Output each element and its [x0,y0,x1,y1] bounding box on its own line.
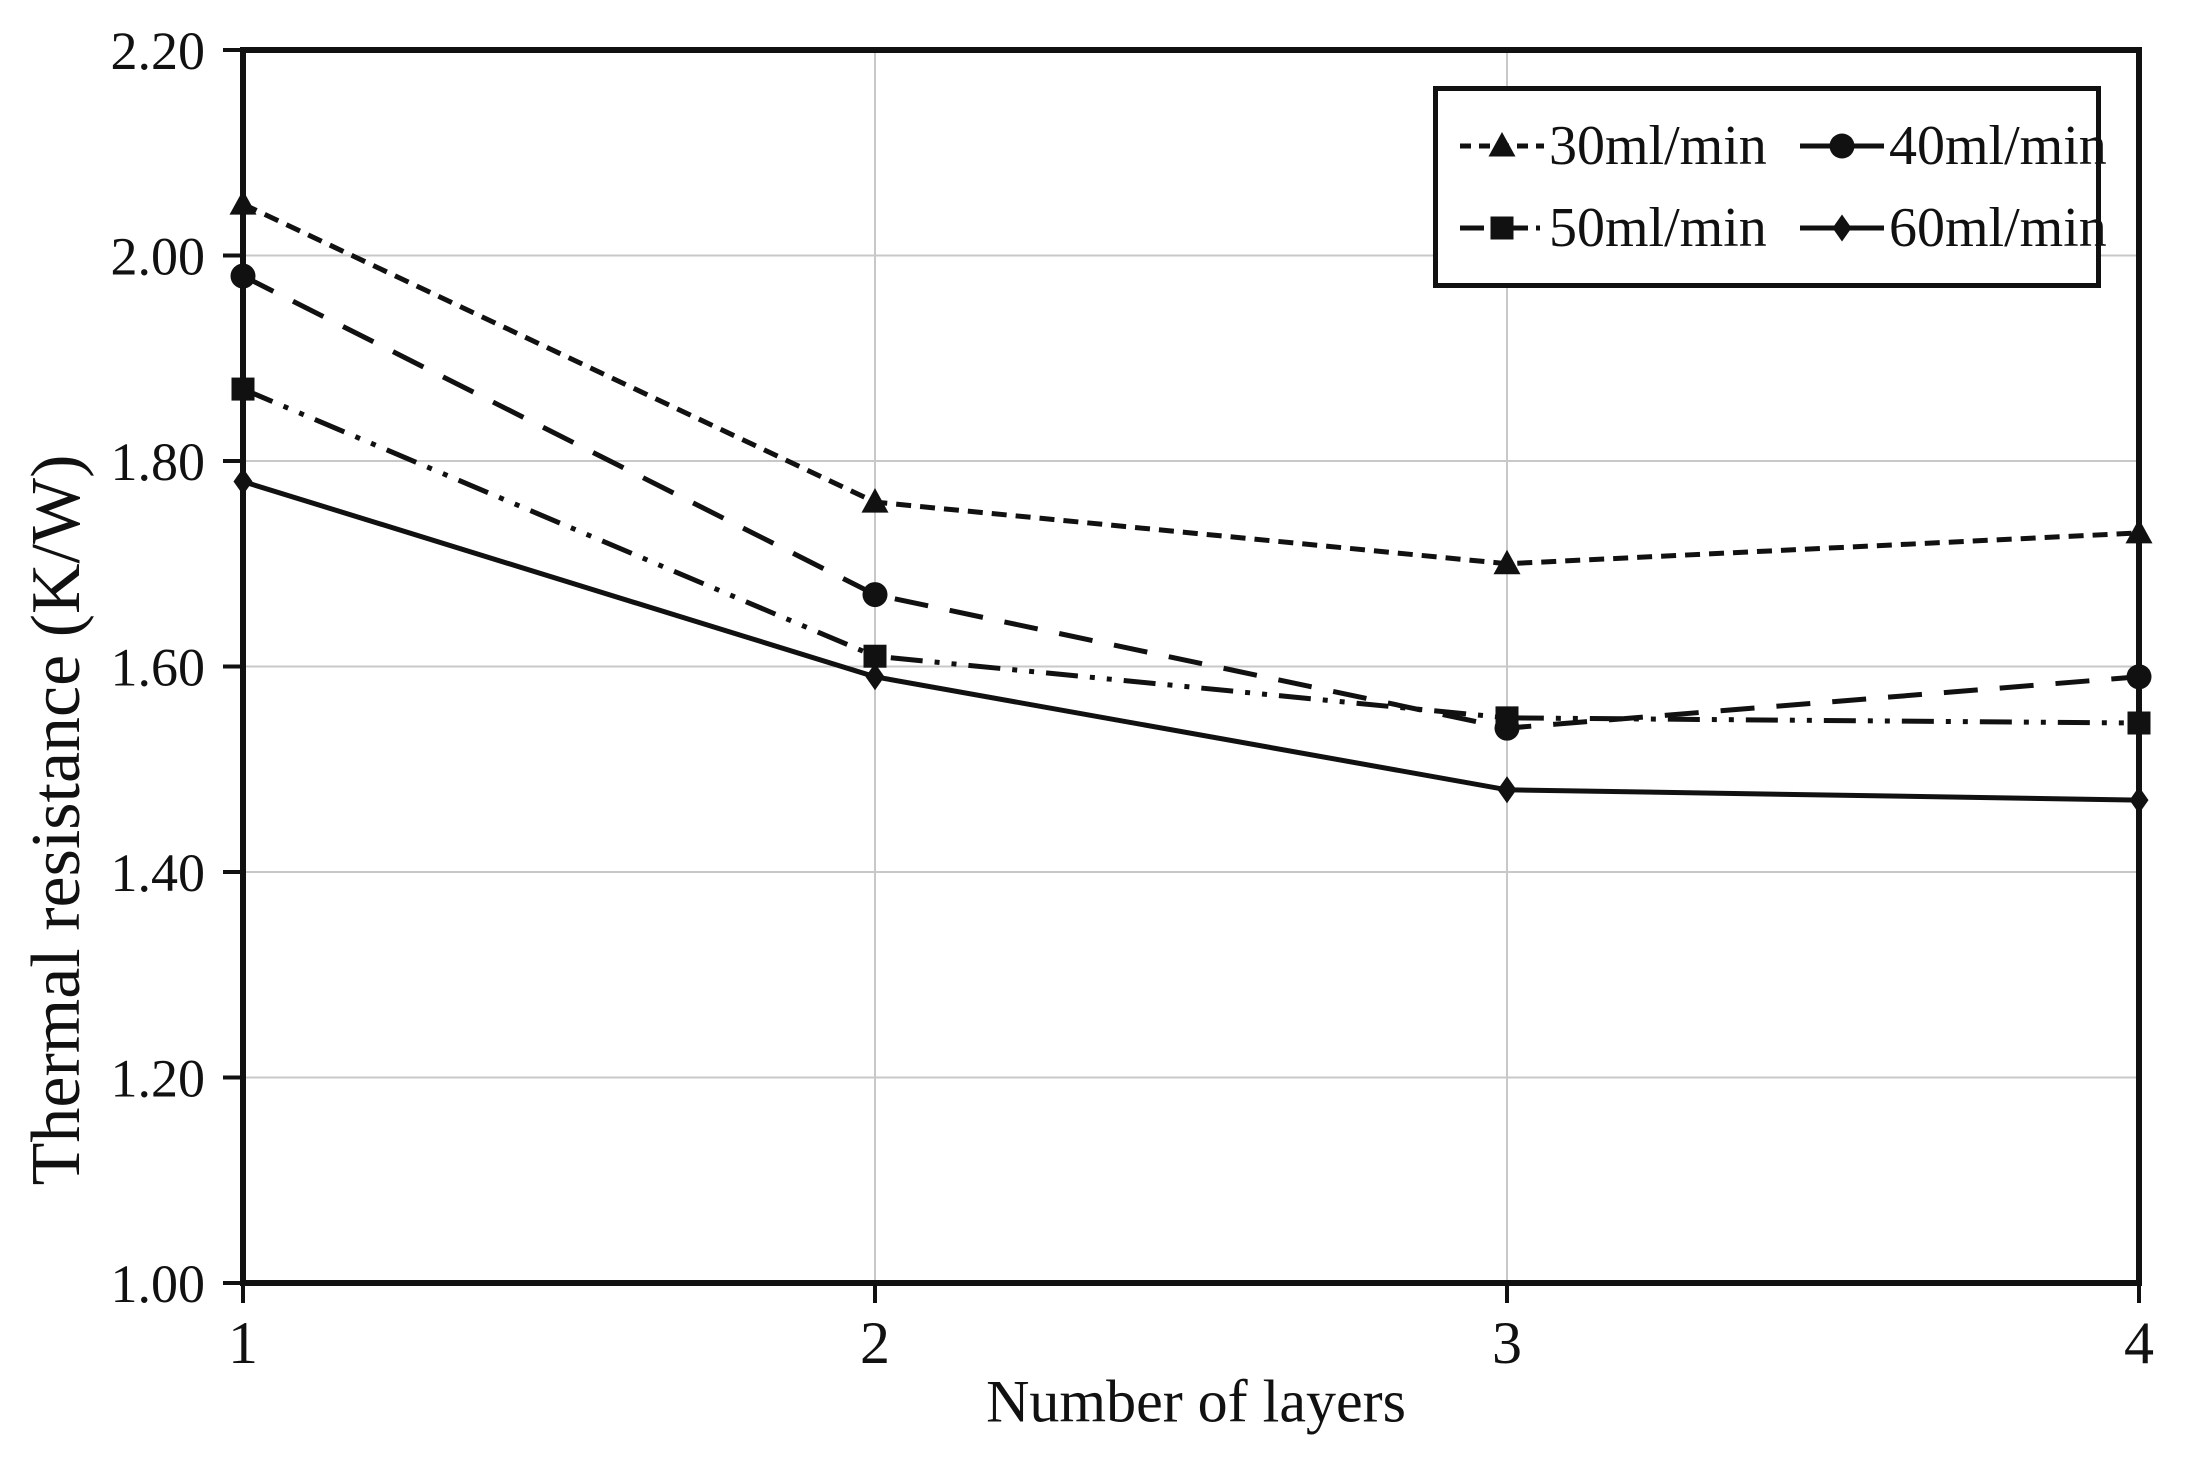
legend-swatch-50ml-min-icon [1460,216,1544,240]
marker-40ml-min [862,582,888,608]
series-line-40ml-min [241,273,2140,731]
x-tick-label: 4 [2124,1310,2154,1376]
marker-60ml-min [865,663,885,691]
legend-item-50ml-min: 50ml/min [1458,200,1798,256]
legend-swatch-60ml-min-icon [1800,214,1884,242]
legend-label-30ml-min: 30ml/min [1549,114,1767,177]
marker-50ml-min [1495,706,1519,730]
y-tick-label: 2.20 [111,21,206,81]
marker-60ml-min [1497,776,1517,804]
marker-50ml-min [231,377,255,401]
legend-label-40ml-min: 40ml/min [1889,114,2107,177]
legend-swatch-40ml-min-icon [1800,133,1884,159]
legend: 30ml/min 40ml/min 50ml/min 60ml/min [1433,86,2107,288]
x-tick-label: 2 [860,1310,890,1376]
y-tick-label: 1.60 [111,637,206,697]
legend-swatch-marker [1829,133,1855,159]
legend-item-40ml-min: 40ml/min [1798,118,2107,174]
legend-item-30ml-min: 30ml/min [1458,118,1798,174]
marker-30ml-min [1493,549,1521,575]
marker-50ml-min [2127,711,2151,735]
legend-swatch-marker [1832,214,1852,242]
y-axis-title: Thermal resistance (K/W) [18,454,95,1186]
marker-30ml-min [2125,518,2153,544]
y-tick-label: 1.00 [111,1254,206,1314]
legend-swatch-marker [1490,216,1514,240]
legend-swatch-marker [1488,131,1516,157]
marker-40ml-min [230,263,256,289]
y-tick-label: 1.80 [111,432,206,492]
series-line-30ml-min [241,201,2140,567]
legend-swatch-30ml-min-icon [1460,131,1544,157]
legend-label-60ml-min: 60ml/min [1889,197,2107,260]
x-axis-title: Number of layers [986,1368,1406,1435]
series-line-50ml-min [242,386,2140,726]
marker-30ml-min [229,190,257,215]
y-tick-label: 2.00 [111,226,206,286]
x-tick-label: 3 [1492,1310,1522,1376]
marker-30ml-min [861,488,889,513]
y-tick-label: 1.20 [111,1048,206,1108]
marker-60ml-min [233,468,253,496]
marker-50ml-min [863,644,887,668]
legend-label-50ml-min: 50ml/min [1549,197,1767,260]
y-tick-label: 1.40 [111,843,206,903]
x-tick-label: 1 [228,1310,258,1376]
legend-item-60ml-min: 60ml/min [1798,200,2107,256]
series-line-60ml-min [242,479,2140,803]
marker-40ml-min [2126,664,2152,690]
marker-60ml-min [2129,786,2149,814]
